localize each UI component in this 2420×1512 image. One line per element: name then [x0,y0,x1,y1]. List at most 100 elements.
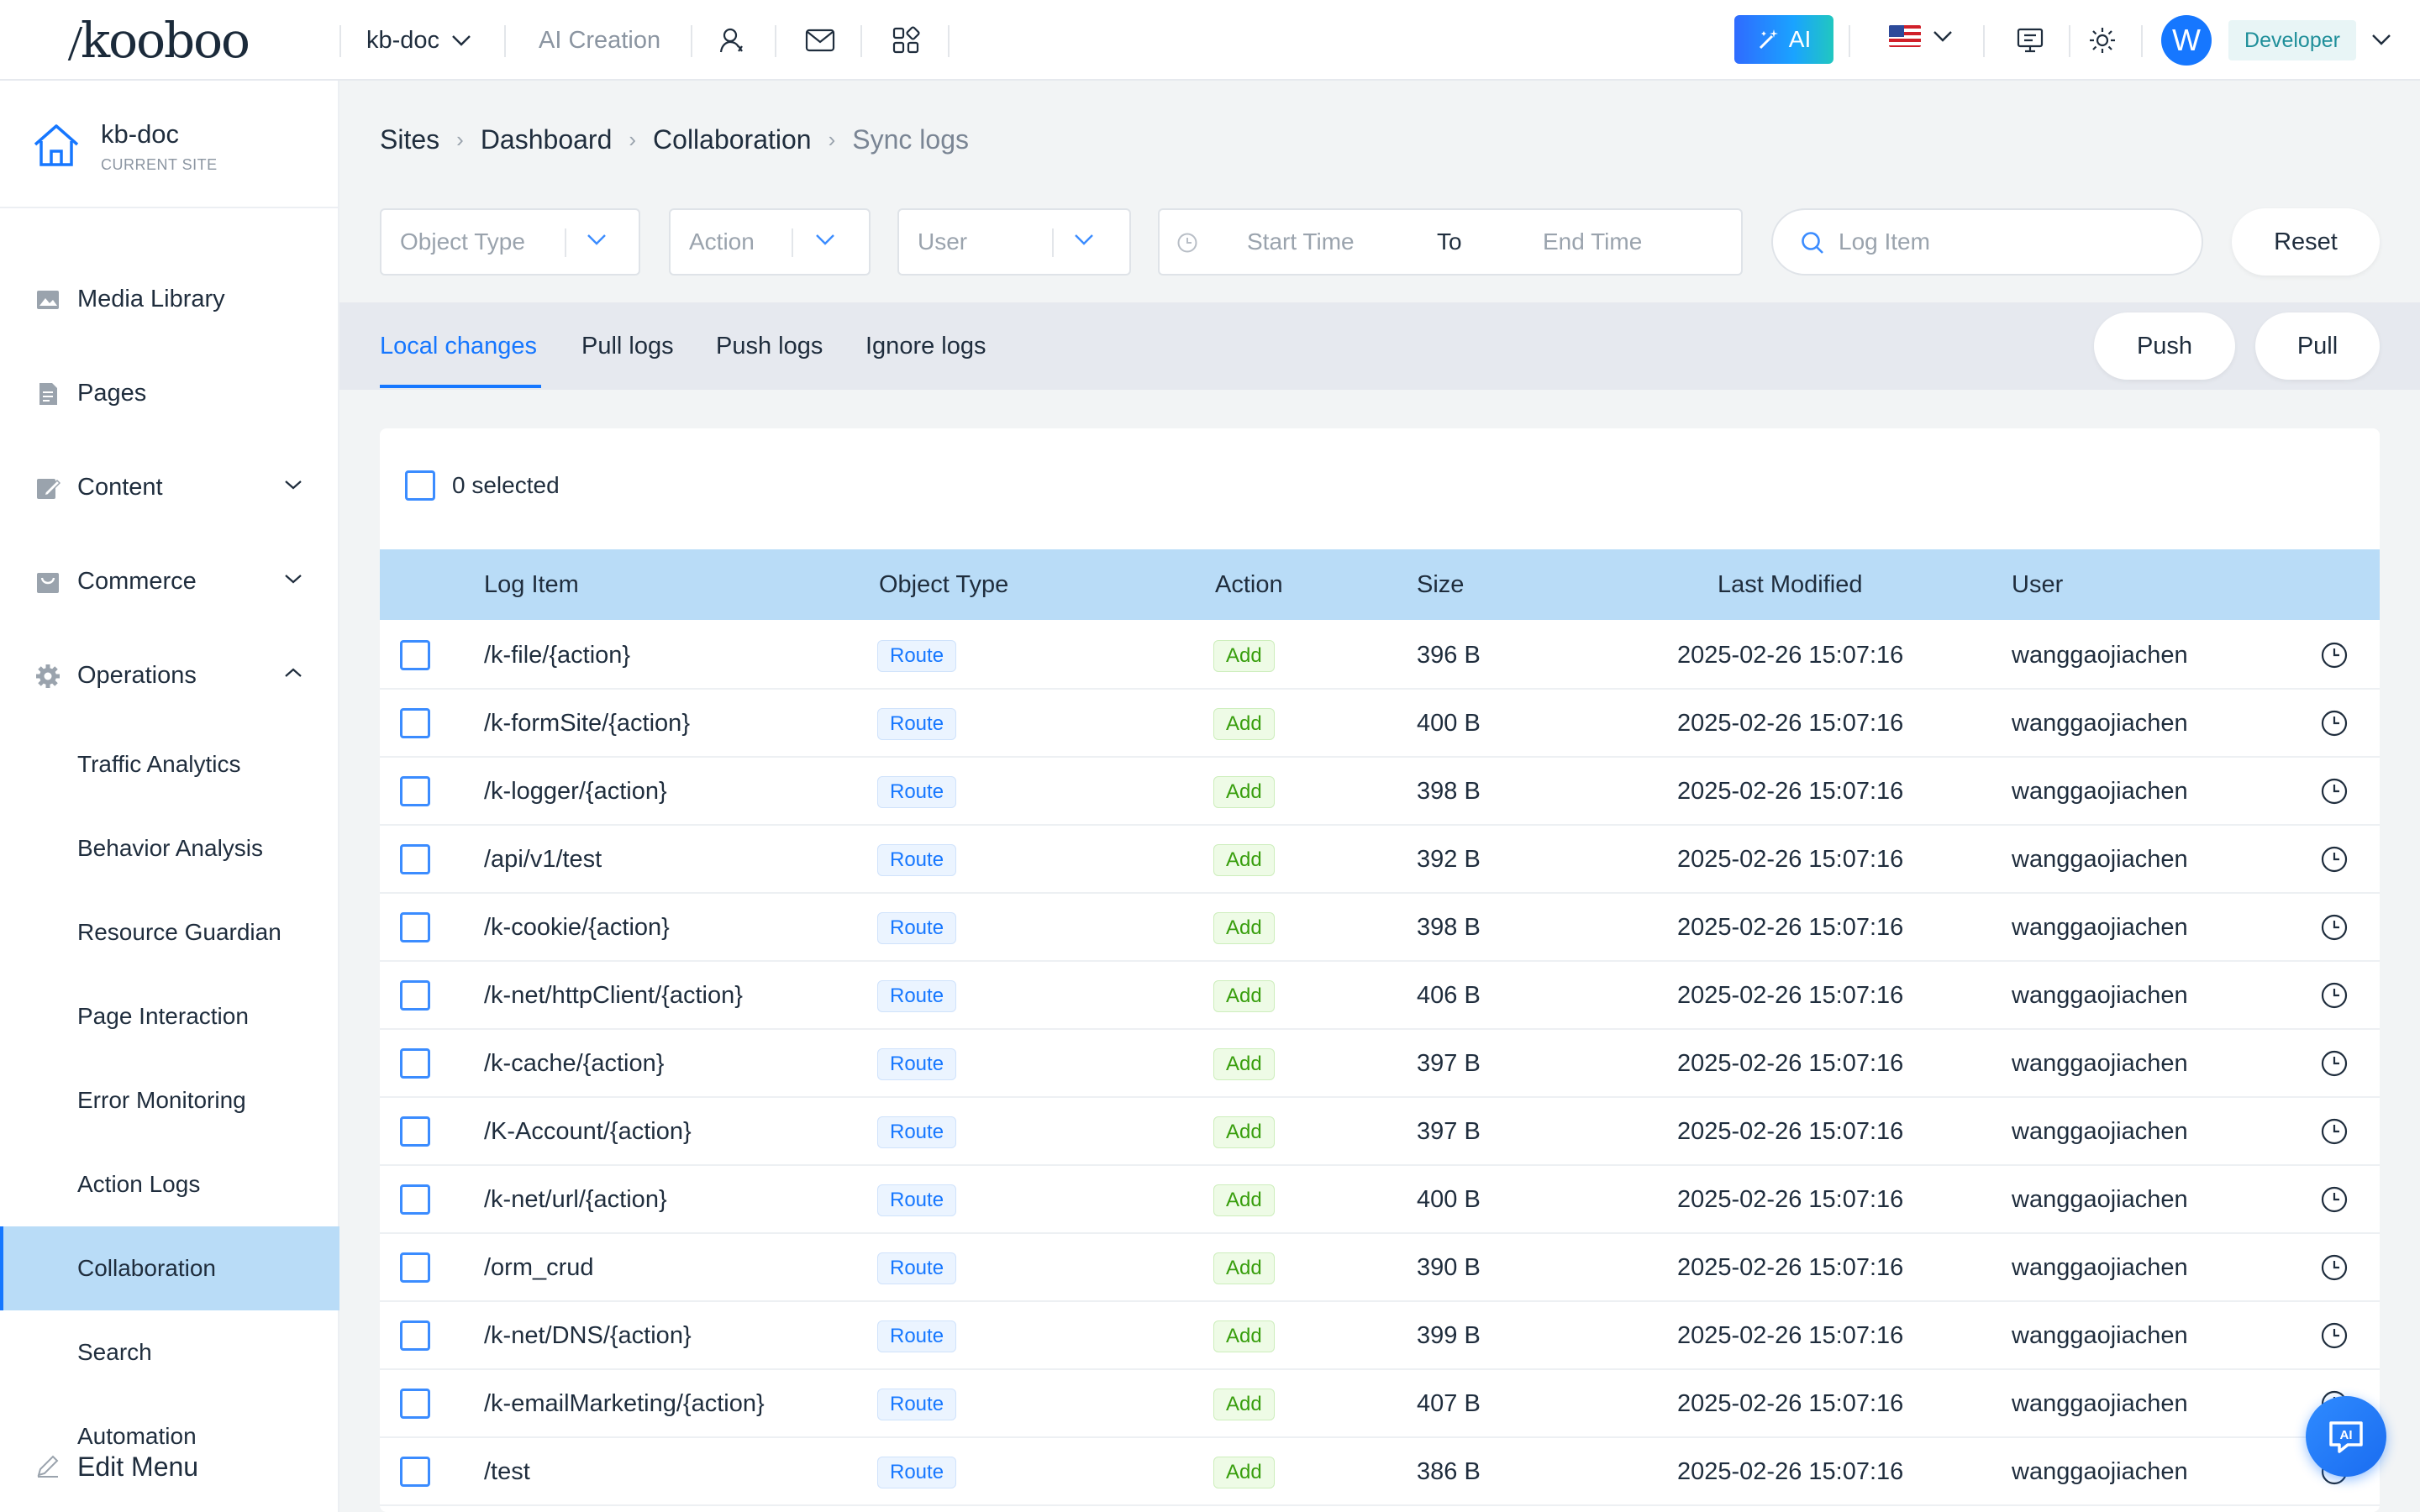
sidebar-item-action-logs[interactable]: Action Logs [0,1142,339,1226]
row-checkbox[interactable] [400,1252,430,1283]
edit-menu-button[interactable]: Edit Menu [0,1425,339,1509]
tab-push-logs[interactable]: Push logs [716,333,823,360]
sidebar-item-automation[interactable]: Automation [0,1394,339,1478]
push-button[interactable]: Push [2094,312,2235,380]
history-icon[interactable] [2319,1116,2349,1147]
apps-grid-icon[interactable] [889,24,923,57]
pull-button[interactable]: Pull [2255,312,2380,380]
tab-ignore-logs[interactable]: Ignore logs [865,333,986,360]
sidebar-item-commerce[interactable]: Commerce [0,539,339,623]
history-icon[interactable] [2319,1184,2349,1215]
table-row[interactable]: /k-file/{action} Route Add 396 B 2025-02-26 … [380,622,2380,690]
table-row[interactable]: /k-cookie/{action} Route Add 398 B 2025-02-2… [380,894,2380,962]
sidebar-item-pages[interactable]: Pages [0,351,339,435]
site-switcher[interactable]: kb-doc [366,24,471,57]
column-header-log-item[interactable]: Log Item [484,571,579,598]
sidebar-item-content[interactable]: Content [0,445,339,529]
sun-icon[interactable] [2086,24,2119,57]
history-icon[interactable] [2319,1048,2349,1079]
divider [1849,25,1850,57]
table-row[interactable]: /k-net/DNS/{action} Route Add 399 B 2025-02-… [380,1302,2380,1370]
row-checkbox[interactable] [400,980,430,1011]
row-checkbox[interactable] [400,1184,430,1215]
action-tag: Add [1213,1389,1275,1420]
ai-button[interactable]: AI [1734,15,1833,64]
row-checkbox[interactable] [400,912,430,942]
breadcrumb-sites[interactable]: Sites [380,124,440,155]
cell-last-modified: 2025-02-26 15:07:16 [1677,778,1904,805]
sidebar-item-media-library[interactable]: Media Library [0,257,339,341]
sidebar-item-search[interactable]: Search [0,1310,339,1394]
history-icon[interactable] [2319,1252,2349,1283]
tab-pull-logs[interactable]: Pull logs [581,333,674,360]
sidebar-item-error-monitoring[interactable]: Error Monitoring [0,1058,339,1142]
sidebar-item-operations[interactable]: Operations [0,633,339,717]
column-header-user[interactable]: User [2012,571,2064,598]
cell-last-modified: 2025-02-26 15:07:16 [1677,1322,1904,1349]
divider [792,228,793,257]
history-icon[interactable] [2319,776,2349,806]
language-switcher[interactable] [1889,25,1953,47]
sidebar-item-traffic-analytics[interactable]: Traffic Analytics [0,722,339,806]
date-range-picker[interactable]: Start Time To End Time [1158,208,1743,276]
table-row[interactable]: /k-emailMarketing/{action} Route Add 407 B 2… [380,1370,2380,1438]
table-row[interactable]: /k-formSite/{action} Route Add 400 B 2025-02… [380,690,2380,758]
mail-icon[interactable] [803,24,837,57]
table-row[interactable]: /k-net/httpClient/{action} Route Add 406 B 2… [380,962,2380,1030]
table-row[interactable]: /k-logger/{action} Route Add 398 B 2025-02-2… [380,758,2380,826]
column-header-size[interactable]: Size [1417,571,1465,598]
row-checkbox[interactable] [400,640,430,670]
object-type-select[interactable]: Object Type [380,208,640,276]
sidebar-item-page-interaction[interactable]: Page Interaction [0,974,339,1058]
select-all-checkbox[interactable] [405,470,435,501]
table-row[interactable]: /test Route Add 386 B 2025-02-26 15:07:16 wan… [380,1438,2380,1506]
avatar[interactable]: W [2161,15,2212,66]
row-checkbox[interactable] [400,1048,430,1079]
history-icon[interactable] [2319,980,2349,1011]
reset-button[interactable]: Reset [2232,208,2380,276]
row-checkbox[interactable] [400,844,430,874]
table-row[interactable]: /k-net/url/{action} Route Add 400 B 2025-02-… [380,1166,2380,1234]
kooboo-logo[interactable]: kooboo [81,12,250,69]
row-checkbox[interactable] [400,1320,430,1351]
row-checkbox[interactable] [400,1116,430,1147]
table-row[interactable]: /k-cache/{action} Route Add 397 B 2025-02-26… [380,1030,2380,1098]
column-header-action[interactable]: Action [1215,571,1283,598]
chevron-down-icon[interactable] [2371,34,2391,45]
monitor-icon[interactable] [2013,24,2047,57]
sidebar-item-resource-guardian[interactable]: Resource Guardian [0,890,339,974]
column-header-object-type[interactable]: Object Type [879,571,1009,598]
tab-local-changes[interactable]: Local changes [380,333,538,360]
site-switcher-label: kb-doc [366,26,440,54]
history-icon[interactable] [2319,844,2349,874]
history-icon[interactable] [2319,708,2349,738]
end-time-input[interactable]: End Time [1543,228,1643,255]
row-checkbox[interactable] [400,708,430,738]
action-select[interactable]: Action [669,208,871,276]
row-checkbox[interactable] [400,1457,430,1487]
cell-size: 396 B [1417,642,1481,669]
ai-assistant-button[interactable]: AI [2306,1396,2386,1477]
search-input[interactable]: Log Item [1839,228,1930,255]
table-row[interactable]: /orm_crud Route Add 390 B 2025-02-26 15:07:1… [380,1234,2380,1302]
column-header-last-modified[interactable]: Last Modified [1718,571,1863,598]
people-icon[interactable] [716,24,750,57]
current-site-card[interactable]: kb-doc CURRENT SITE [0,81,339,208]
sidebar-item-collaboration[interactable]: Collaboration [0,1226,339,1310]
log-item-search[interactable]: Log Item [1771,208,2203,276]
row-checkbox[interactable] [400,1389,430,1419]
user-select[interactable]: User [897,208,1131,276]
ai-creation-link[interactable]: AI Creation [539,27,661,54]
role-badge[interactable]: Developer [2228,20,2356,60]
start-time-input[interactable]: Start Time [1247,228,1355,255]
history-icon[interactable] [2319,912,2349,942]
sidebar-item-behavior-analysis[interactable]: Behavior Analysis [0,806,339,890]
table-row[interactable]: /api/v1/test Route Add 392 B 2025-02-26 15:0… [380,826,2380,894]
breadcrumb-collaboration[interactable]: Collaboration [653,124,812,155]
breadcrumb-dashboard[interactable]: Dashboard [480,124,613,155]
table-row[interactable]: /K-Account/{action} Route Add 397 B 2025-02-… [380,1098,2380,1166]
history-icon[interactable] [2319,640,2349,670]
current-site-name: kb-doc [101,119,180,149]
history-icon[interactable] [2319,1320,2349,1351]
row-checkbox[interactable] [400,776,430,806]
